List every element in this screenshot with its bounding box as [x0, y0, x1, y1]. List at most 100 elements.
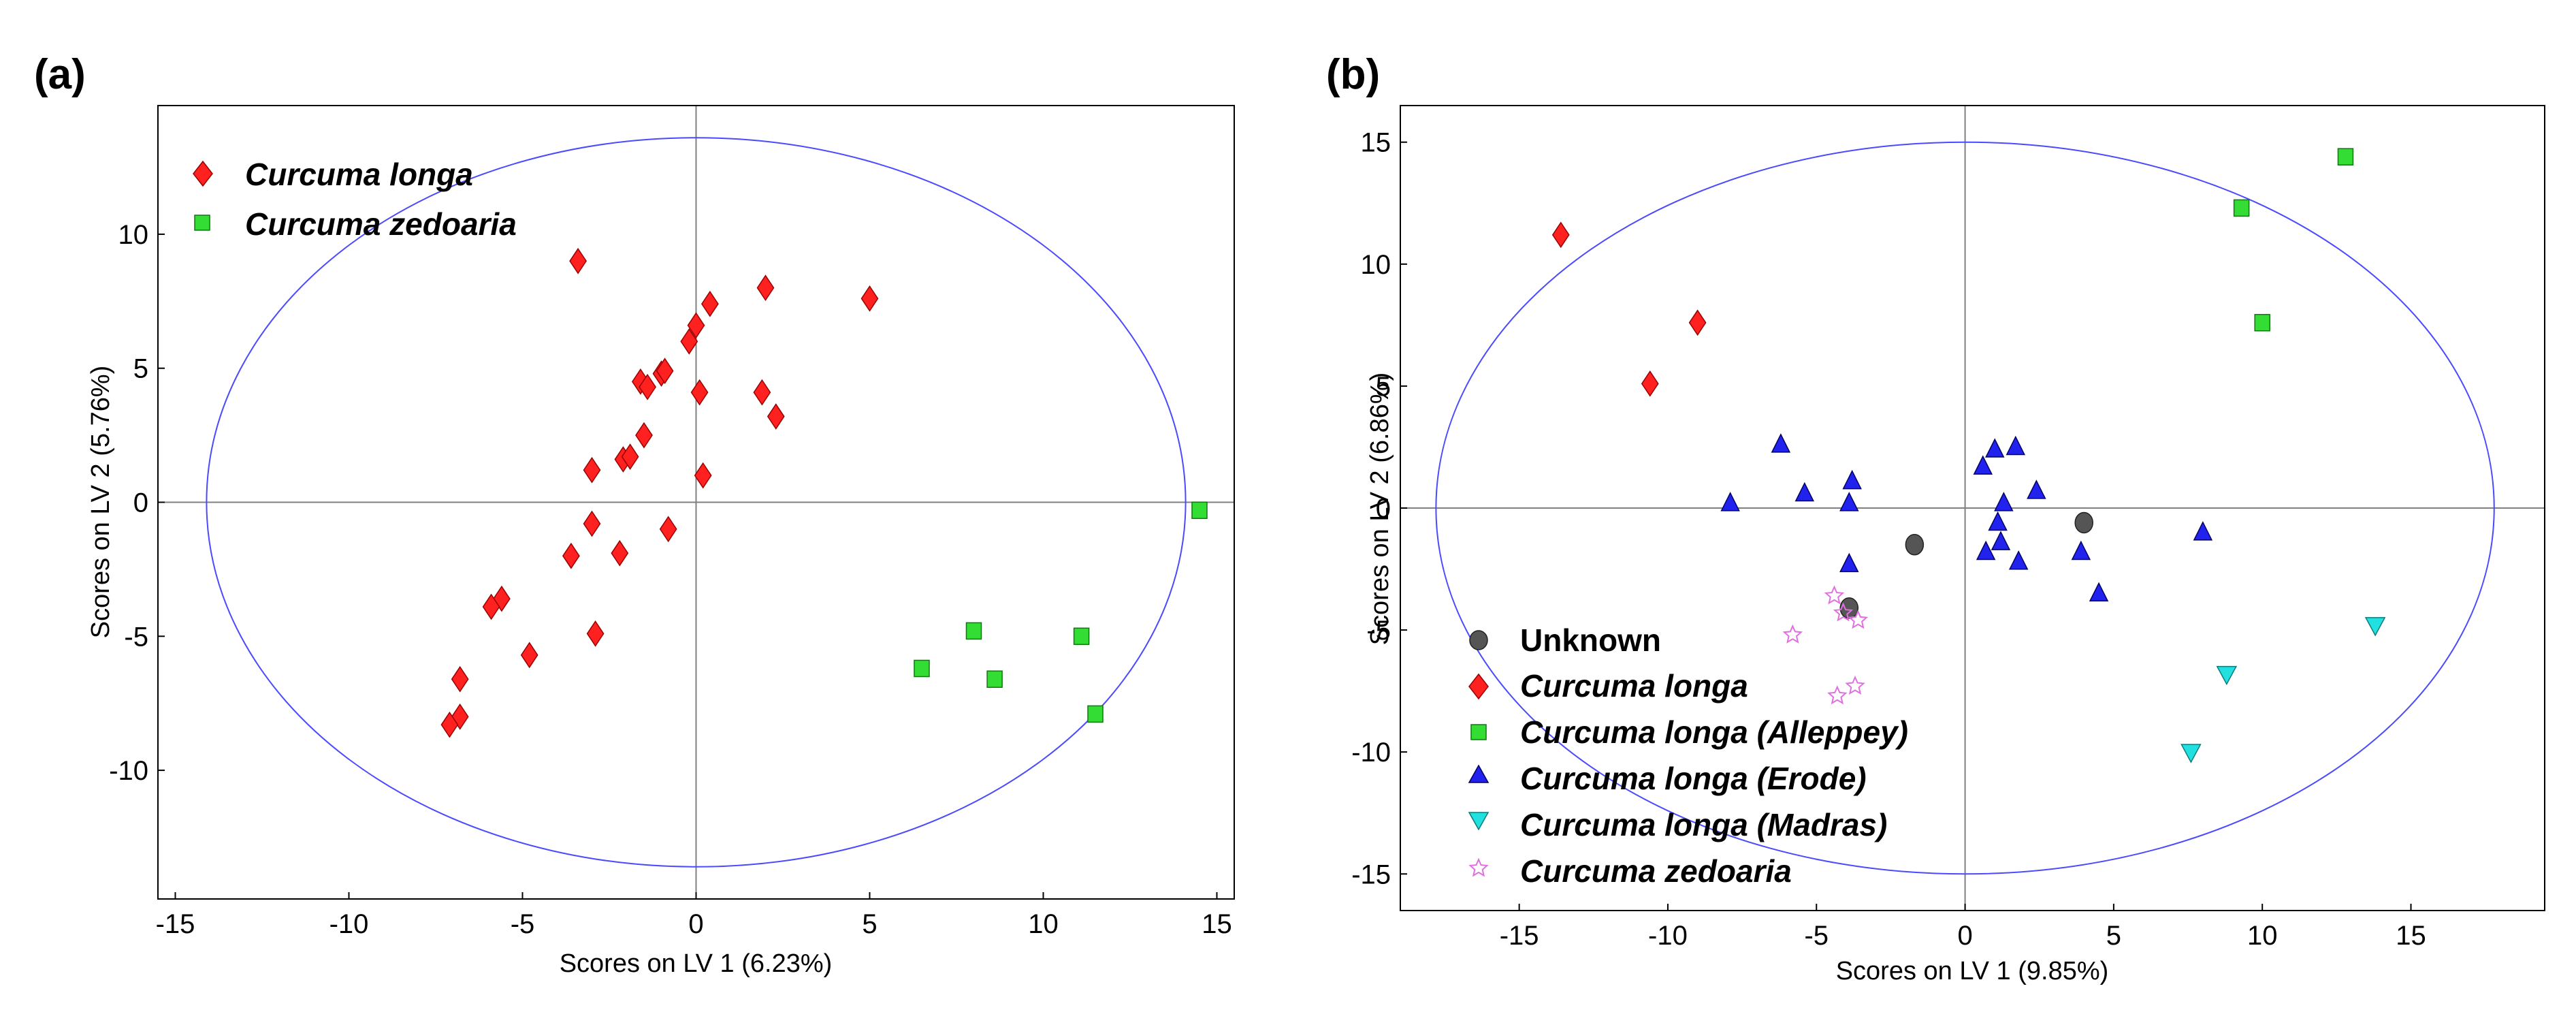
- panel-a-point-curcuma-longa: [690, 379, 709, 406]
- panel-a-point-curcuma-longa: [656, 358, 674, 384]
- panel-a-x-tick-label: -15: [156, 909, 195, 939]
- panel-a-point-curcuma-longa: [701, 290, 719, 317]
- legend-b-longa-label: Curcuma longa: [1520, 668, 1748, 704]
- panel-a-point-curcuma-longa: [611, 539, 629, 567]
- panel-a-point-curcuma-longa: [569, 247, 587, 274]
- panel-a-x-tick-label: -10: [329, 909, 369, 939]
- panel-b-x-tick-label: 5: [2106, 921, 2121, 951]
- panel-a-x-tick-label: 0: [688, 909, 703, 939]
- panel-b-y-axis-label: Scores on LV 2 (6.86%): [1366, 373, 1394, 646]
- panel-a-x-tick-label: 15: [1202, 909, 1232, 939]
- panel-b-y-tick-label: 5: [1376, 372, 1391, 402]
- legend-b-zedoaria-marker: [1468, 857, 1489, 877]
- panel-a-point-curcuma-longa: [451, 665, 469, 693]
- panel-a-x-tick-label: 10: [1028, 909, 1059, 939]
- legend-b-unknown-label: Unknown: [1520, 622, 1661, 658]
- panel-a-plot-area: [157, 105, 1235, 900]
- panel-b-point-curcuma-longa-erode: [1839, 552, 1859, 573]
- panel-b-point-curcuma-longa-erode: [1991, 531, 2011, 550]
- panel-a-confidence-ellipse: [206, 137, 1187, 868]
- panel-b-x-tick-label: 0: [1957, 921, 1972, 951]
- panel-b-point-curcuma-longa-madras: [2180, 744, 2202, 763]
- panel-b-y-tick-label: -10: [1351, 738, 1391, 768]
- panel-a-point-curcuma-longa: [562, 542, 580, 569]
- panel-a-point-curcuma-longa: [860, 285, 879, 312]
- panel-a-point-curcuma-zedoaria: [986, 670, 1003, 689]
- panel-b-point-curcuma-longa-erode: [2071, 540, 2091, 560]
- panel-b-confidence-ellipse: [1435, 141, 2495, 875]
- panel-a-point-curcuma-zedoaria: [1191, 501, 1208, 520]
- panel-b: (b) -15 -10 -5 0 5 10 15 -15 -10 -5 0 5 10 15 Scores …: [1326, 51, 2545, 985]
- panel-b-point-curcuma-longa-erode: [2193, 521, 2213, 541]
- panel-b-x-tick-label: -5: [1804, 921, 1829, 951]
- panel-a-y-tick-label: 0: [133, 488, 148, 518]
- panel-a-y-axis-label: Scores on LV 2 (5.76%): [86, 366, 115, 639]
- panel-a-point-curcuma-zedoaria: [965, 622, 982, 640]
- panel-b-point-curcuma-zedoaria: [1833, 602, 1854, 622]
- panel-b-point-curcuma-longa-erode: [1794, 481, 1815, 502]
- panel-b-y-tick-label: 0: [1376, 494, 1391, 524]
- panel-b-x-tick-label: 10: [2247, 921, 2278, 951]
- panel-b-y-tick-label: 10: [1361, 250, 1391, 280]
- panel-b-point-curcuma-longa-madras: [2216, 665, 2238, 686]
- panel-a-point-curcuma-zedoaria: [1087, 705, 1104, 723]
- panel-b-point-curcuma-longa-erode: [2008, 550, 2029, 570]
- panel-b-y-tick-label: 15: [1361, 128, 1391, 158]
- panel-a-x-tick-label: 5: [862, 909, 877, 939]
- panel-a-legend: Curcuma longa Curcuma zedoaria: [193, 157, 517, 242]
- panel-b-point-curcuma-longa-erode: [1976, 540, 1996, 560]
- panel-b-point-curcuma-longa: [1688, 309, 1707, 336]
- panel-b-point-curcuma-longa-erode: [2006, 435, 2026, 456]
- legend-a-zedoaria-label: Curcuma zedoaria: [245, 206, 517, 242]
- panel-b-point-unknown: [1839, 597, 1859, 619]
- panel-a-point-curcuma-longa: [583, 456, 601, 484]
- panel-b-x-tick-label: -15: [1500, 921, 1539, 951]
- panel-b-point-curcuma-longa-madras: [2364, 617, 2386, 637]
- panel-a-point-curcuma-longa: [694, 462, 712, 489]
- legend-b-unknown-marker: [1469, 630, 1488, 650]
- panel-b-point-curcuma-longa-alleppey: [2337, 148, 2354, 165]
- panel-a-point-curcuma-longa: [756, 274, 775, 301]
- legend-b-alleppey-label: Curcuma longa (Alleppey): [1520, 714, 1908, 750]
- legend-a-longa-label: Curcuma longa: [245, 157, 473, 192]
- panel-a-point-curcuma-longa: [635, 422, 653, 449]
- panel-b-legend: Unknown Curcuma longa Curcuma longa (All…: [1468, 622, 1908, 889]
- panel-b-point-curcuma-longa-erode: [1842, 469, 1862, 490]
- legend-b-madras-marker: [1468, 812, 1490, 831]
- panel-a: (a) -15 -10 -5 0 5 10 15 -10 -5 0 5 10 Scores on LV…: [34, 51, 1235, 978]
- panel-b-point-curcuma-longa-erode: [1720, 492, 1740, 511]
- panel-a-x-tick-label: -5: [511, 909, 535, 939]
- panel-a-point-curcuma-longa: [680, 328, 698, 355]
- panel-b-point-curcuma-zedoaria: [1824, 585, 1845, 605]
- panel-a-point-curcuma-longa: [586, 620, 605, 647]
- panel-b-point-curcuma-longa: [1551, 221, 1570, 249]
- legend-b-longa-marker: [1468, 673, 1489, 700]
- panel-a-y-tick-label: -10: [109, 756, 148, 786]
- panel-a-x-axis-label: Scores on LV 1 (6.23%): [560, 949, 833, 978]
- panel-b-point-curcuma-zedoaria: [1848, 610, 1869, 629]
- panel-a-point-curcuma-longa: [440, 711, 459, 738]
- panel-b-point-curcuma-zedoaria: [1845, 676, 1865, 695]
- panel-a-point-curcuma-longa: [753, 379, 771, 406]
- panel-b-x-tick-label: -10: [1648, 921, 1688, 951]
- panel-b-point-curcuma-longa-erode: [1771, 433, 1791, 453]
- panel-a-point-curcuma-longa: [687, 312, 705, 339]
- panel-b-point-curcuma-zedoaria: [1782, 624, 1803, 644]
- panel-a-y-tick-label: -5: [124, 622, 148, 652]
- panel-b-point-curcuma-longa-erode: [2089, 582, 2109, 602]
- panel-b-point-unknown: [1905, 533, 1925, 556]
- panel-b-point-curcuma-zedoaria: [1827, 685, 1848, 705]
- panel-a-point-curcuma-zedoaria: [914, 659, 930, 678]
- panel-a-point-curcuma-longa: [659, 516, 677, 543]
- panel-a-point-curcuma-longa: [767, 403, 785, 430]
- legend-a-longa-marker: [193, 160, 213, 187]
- panel-b-point-curcuma-longa-erode: [1839, 492, 1859, 511]
- legend-b-erode-label: Curcuma longa (Erode): [1520, 761, 1867, 796]
- panel-b-label: (b): [1326, 51, 1380, 98]
- legend-b-erode-marker: [1468, 764, 1490, 783]
- panel-b-point-curcuma-longa-alleppey: [2254, 314, 2270, 332]
- panel-a-y-tick-label: 5: [133, 354, 148, 384]
- panel-b-point-curcuma-longa-erode: [1973, 455, 1993, 475]
- legend-a-zedoaria-marker: [194, 215, 210, 231]
